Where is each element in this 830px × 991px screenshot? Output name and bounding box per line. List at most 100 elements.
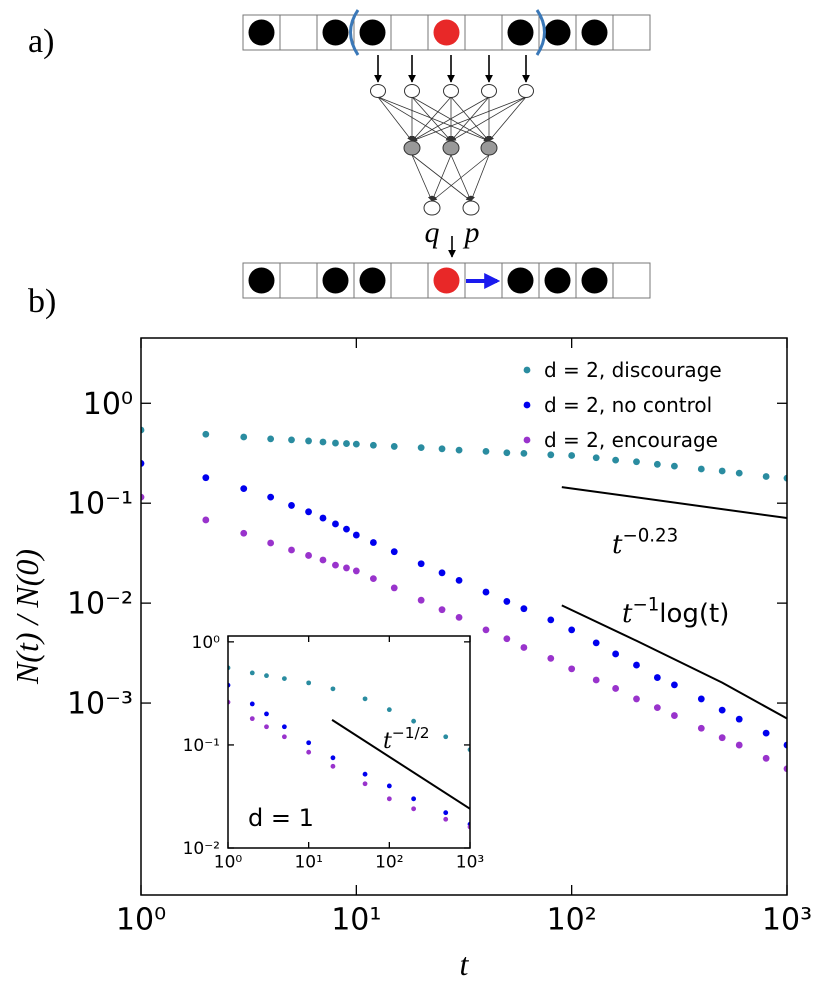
y-tick-label: 10⁻²	[183, 839, 220, 859]
legend-marker	[523, 366, 531, 374]
data-point	[202, 430, 210, 438]
data-point	[411, 718, 417, 724]
data-point	[762, 729, 770, 737]
data-point	[417, 596, 425, 604]
output-label: p	[463, 216, 480, 249]
annotation: d = 1	[248, 804, 314, 832]
panel-label: b)	[28, 283, 56, 320]
main-chart: 10⁰ 10¹ 10² 10³ 10⁰ 10⁻¹ 10⁻² 10⁻³ t N(t) / N(0) d…	[9, 337, 812, 982]
data-point	[735, 469, 743, 477]
data-point	[202, 474, 210, 482]
data-point	[718, 467, 726, 475]
plot-frame	[140, 337, 788, 896]
edge	[377, 96, 490, 142]
annotation-sup: −0.23	[622, 525, 678, 546]
data-point	[306, 749, 312, 755]
data-point	[330, 763, 336, 769]
data-point	[443, 816, 449, 822]
data-point	[592, 454, 600, 462]
particle	[544, 267, 571, 294]
data-point	[386, 783, 392, 789]
data-point	[240, 529, 248, 537]
data-point	[482, 626, 490, 634]
data-point	[417, 444, 425, 452]
data-point	[592, 676, 600, 684]
data-point	[455, 576, 463, 584]
reference-line	[561, 604, 787, 720]
data-point	[288, 502, 295, 509]
data-point	[249, 670, 255, 676]
particle	[359, 19, 386, 46]
data-point	[141, 426, 145, 434]
hidden-node	[480, 140, 498, 156]
data-point	[281, 734, 287, 740]
data-point	[306, 740, 312, 746]
panel-label: a)	[28, 23, 54, 60]
edge	[411, 154, 433, 202]
data-point	[671, 712, 678, 719]
particle	[248, 267, 275, 294]
active-particle	[433, 19, 460, 46]
data-point	[783, 741, 787, 749]
data-point	[438, 445, 446, 453]
data-point	[281, 724, 287, 730]
x-tick-label: 10³	[456, 853, 484, 873]
input-node	[481, 84, 497, 98]
data-point	[653, 704, 661, 712]
data-point	[411, 806, 417, 812]
data-point	[343, 564, 350, 572]
particle	[359, 267, 386, 294]
data-point	[503, 449, 511, 457]
x-tick-label: 10⁰	[116, 903, 166, 938]
data-point	[671, 462, 678, 470]
particle	[581, 19, 608, 46]
data-point	[264, 724, 269, 730]
data-point	[735, 741, 743, 749]
cell	[390, 14, 429, 51]
reference-line	[561, 486, 787, 520]
particle	[322, 267, 349, 294]
inset-background	[228, 636, 470, 848]
y-tick-label: 10⁰	[83, 387, 133, 422]
active-particle	[433, 267, 460, 294]
data-point	[330, 755, 336, 761]
x-tick-label: 10¹	[331, 903, 381, 938]
data-point	[369, 441, 377, 449]
data-point	[319, 438, 327, 446]
data-point	[443, 810, 449, 816]
input-node	[443, 84, 459, 98]
data-point	[305, 552, 312, 559]
data-point	[306, 680, 312, 686]
data-point	[249, 701, 255, 707]
legend-marker	[523, 401, 531, 409]
data-point	[633, 661, 640, 669]
data-point	[319, 514, 327, 522]
annotation-base: t	[612, 530, 623, 560]
data-point	[390, 548, 398, 556]
output-node	[462, 200, 480, 216]
annotation-tail: log(t)	[659, 599, 729, 629]
cell	[279, 262, 318, 299]
data-point	[455, 446, 463, 454]
data-point	[352, 531, 360, 539]
data-point	[547, 616, 555, 624]
hidden-node	[403, 140, 421, 156]
cell	[390, 262, 429, 299]
legend-label: d = 2, discourage	[544, 358, 722, 382]
data-point	[362, 696, 368, 702]
data-point	[417, 560, 425, 568]
data-point	[332, 520, 339, 528]
hidden-node	[442, 140, 460, 156]
edge	[450, 96, 527, 142]
edge	[411, 96, 452, 142]
particle	[322, 19, 349, 46]
data-point	[288, 546, 295, 554]
data-point	[411, 796, 417, 802]
data-point	[438, 569, 446, 577]
edge	[488, 96, 527, 142]
data-point	[547, 451, 555, 459]
inset-chart: 10⁰ 10¹ 10² 10³ 10⁰ 10⁻¹ 10⁻² t−1/2 d = 1	[183, 633, 485, 873]
data-point	[305, 508, 312, 516]
